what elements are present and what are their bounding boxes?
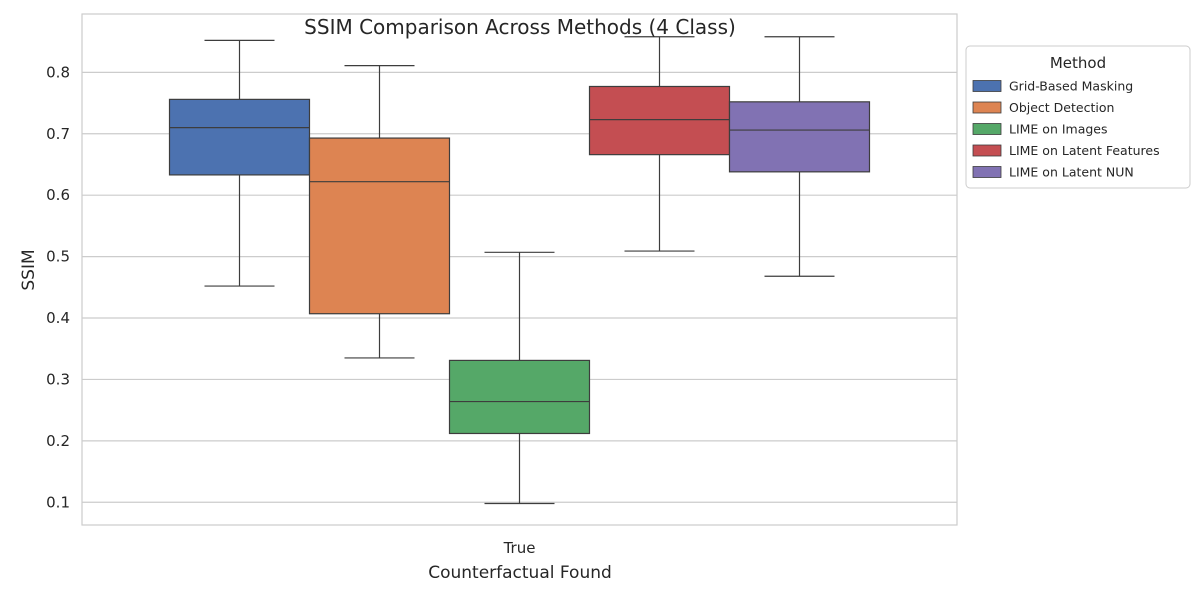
legend-label: Object Detection (1009, 100, 1114, 115)
iqr-box (448, 359, 591, 435)
legend-title: Method (1050, 54, 1106, 72)
y-axis-label: SSIM (19, 249, 39, 290)
chart-title: SSIM Comparison Across Methods (4 Class) (304, 15, 736, 39)
legend-label: Grid-Based Masking (1009, 79, 1133, 94)
iqr-box (728, 101, 871, 173)
boxes-layer (168, 36, 871, 505)
legend: Method Grid-Based Masking Object Detectio… (965, 45, 1191, 189)
legend-item: Object Detection (972, 100, 1114, 115)
legend-items: Grid-Based Masking Object Detection LIME o… (972, 79, 1160, 180)
box-object-detection (308, 64, 451, 359)
iqr-box (588, 85, 731, 156)
x-axis-ticks: True (503, 539, 536, 557)
x-tick-label: True (503, 539, 536, 557)
box-grid-based-masking (168, 39, 311, 287)
y-tick-label: 0.4 (46, 309, 70, 327)
iqr-box (168, 98, 311, 176)
y-axis-ticks: 0.1 0.2 0.3 0.4 0.5 0.6 0.7 0.8 (46, 63, 70, 511)
legend-frame (965, 45, 1191, 189)
y-tick-label: 0.8 (46, 63, 70, 81)
iqr-box (308, 137, 451, 315)
box-lime-on-latent-features (588, 36, 731, 252)
legend-swatch (972, 123, 1002, 135)
legend-swatch (972, 166, 1002, 178)
legend-item: Grid-Based Masking (972, 79, 1133, 94)
y-tick-label: 0.6 (46, 186, 70, 204)
legend-swatch (972, 80, 1002, 92)
legend-label: LIME on Images (1009, 122, 1108, 137)
legend-swatch (972, 101, 1002, 114)
y-tick-label: 0.2 (46, 432, 70, 450)
plot-frame (81, 13, 958, 526)
legend-item: LIME on Latent Features (972, 143, 1160, 158)
box-lime-on-images (448, 251, 591, 505)
y-tick-label: 0.7 (46, 125, 70, 143)
legend-label: LIME on Latent NUN (1009, 165, 1134, 180)
y-tick-label: 0.1 (46, 493, 70, 511)
x-axis-label: Counterfactual Found (428, 563, 612, 583)
y-tick-label: 0.5 (46, 248, 70, 266)
legend-item: LIME on Images (972, 122, 1108, 137)
box-lime-on-latent-nun (728, 36, 871, 277)
y-tick-label: 0.3 (46, 370, 70, 388)
legend-label: LIME on Latent Features (1009, 143, 1160, 158)
legend-item: LIME on Latent NUN (972, 165, 1134, 180)
legend-swatch (972, 144, 1002, 157)
